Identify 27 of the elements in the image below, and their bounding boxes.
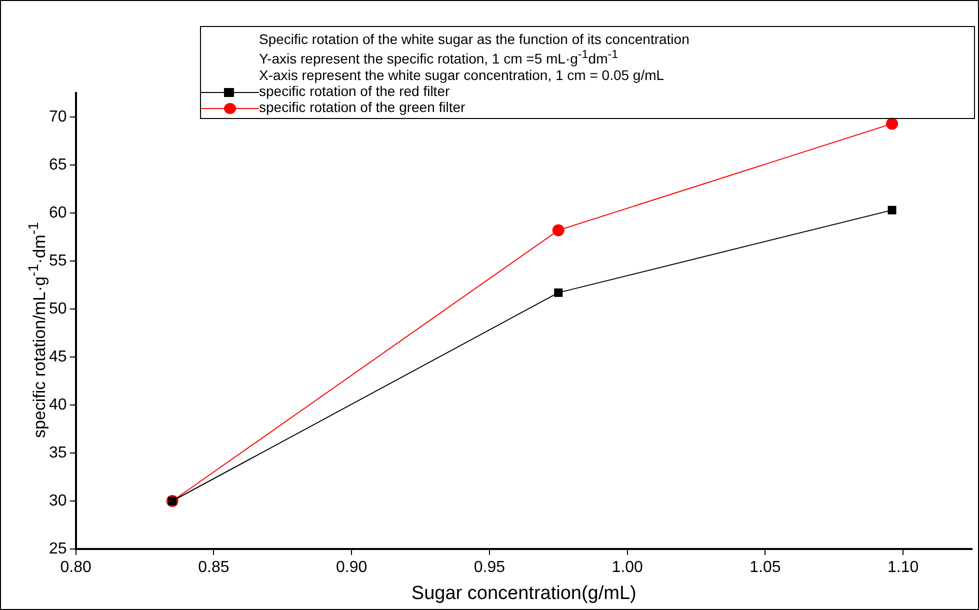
y-tick-label: 45 [49,348,67,366]
y-tick-label: 70 [49,108,67,126]
legend-label: specific rotation of the green filter [259,98,466,115]
x-tick-label: 0.95 [474,559,506,576]
x-axis-title: Sugar concentration(g/mL) [411,582,636,604]
x-tick-label: 0.80 [60,559,92,576]
point [888,206,896,214]
point [552,224,564,236]
x-tick-label: 1.10 [887,559,919,576]
point [554,288,563,297]
point [886,118,898,130]
y-tick-label: 60 [49,204,67,222]
y-tick-label: 50 [49,300,67,318]
x-tick-label: 0.90 [336,559,368,576]
text: Y-axis represent the specific rotation, 1 cm =5 mL·g$^{-1}$dm$^{-1}$ [259,47,620,67]
legend-label: specific rotation of the red filter [259,82,450,99]
x-tick-label: 1.00 [612,559,643,576]
x-tick-label: 1.05 [750,559,781,576]
text: Specific rotation of the white sugar as the function of its concentration [259,31,690,47]
y-tick-label: 25 [49,540,67,558]
text: X-axis represent the white sugar concentration, 1 cm = 0.05 g/mL [259,66,666,83]
y-tick-label: 35 [49,444,67,462]
y-tick-label: 40 [49,396,67,414]
x-tick-label: 0.85 [198,559,230,576]
y-tick-label: 55 [49,252,67,270]
y-tick-label: 30 [49,492,67,510]
y-tick-label: 65 [49,156,67,174]
